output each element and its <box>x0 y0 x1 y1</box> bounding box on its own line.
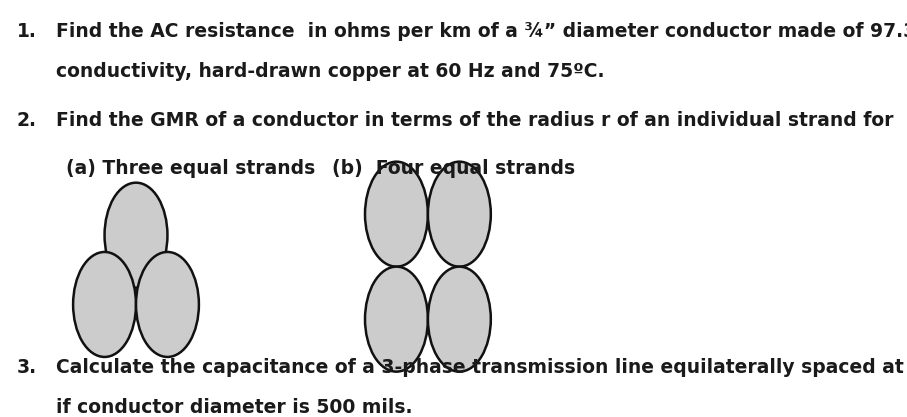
Text: 1.: 1. <box>16 22 36 41</box>
Ellipse shape <box>428 162 491 266</box>
Text: if conductor diameter is 500 mils.: if conductor diameter is 500 mils. <box>56 398 413 417</box>
Text: 3.: 3. <box>16 358 36 377</box>
Ellipse shape <box>136 252 199 357</box>
Ellipse shape <box>365 266 428 372</box>
Ellipse shape <box>428 266 491 372</box>
Text: Calculate the capacitance of a 3-phase transmission line equilaterally spaced at: Calculate the capacitance of a 3-phase t… <box>56 358 907 377</box>
Text: (b)  Four equal strands: (b) Four equal strands <box>332 159 575 178</box>
Text: Find the GMR of a conductor in terms of the radius r of an individual strand for: Find the GMR of a conductor in terms of … <box>56 111 894 131</box>
Text: (a) Three equal strands: (a) Three equal strands <box>66 159 316 178</box>
Text: 2.: 2. <box>16 111 36 131</box>
Ellipse shape <box>365 162 428 266</box>
Text: conductivity, hard-drawn copper at 60 Hz and 75ºC.: conductivity, hard-drawn copper at 60 Hz… <box>56 62 605 81</box>
Ellipse shape <box>73 252 136 357</box>
Text: Find the AC resistance  in ohms per km of a ¾” diameter conductor made of 97.3%: Find the AC resistance in ohms per km of… <box>56 22 907 41</box>
Ellipse shape <box>104 183 168 288</box>
